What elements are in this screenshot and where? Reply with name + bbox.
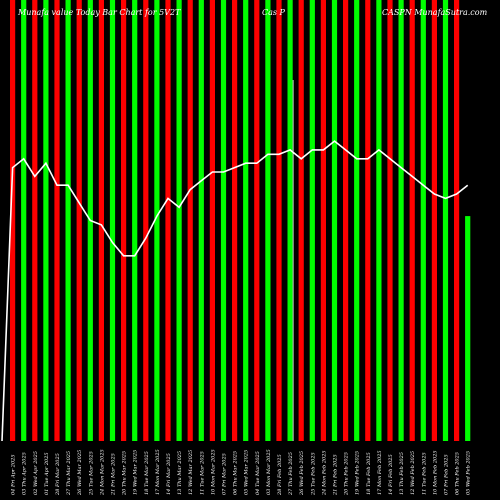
x-tick-label: 06 Thu Mar 2025 [233, 451, 239, 495]
x-tick-label: 10 Mon Feb 2025 [432, 450, 438, 495]
bar-up [220, 0, 227, 441]
bar-up [309, 0, 315, 441]
bar-up [398, 0, 404, 441]
x-tick-label: 03 Thu Apr 2025 [22, 452, 28, 495]
bar-down [209, 0, 215, 441]
x-tick-label: 12 Wed Feb 2025 [410, 451, 416, 495]
x-tick-label: 06 Thu Feb 2025 [455, 452, 461, 495]
bar-up [109, 0, 116, 441]
x-tick-label: 02 Wed Apr 2025 [33, 451, 39, 495]
bar-down [387, 0, 393, 441]
x-tick-label: 05 Wed Mar 2025 [244, 450, 250, 495]
bar-down [54, 0, 60, 441]
value-line [1, 140, 469, 442]
bar-up [198, 0, 204, 441]
bar-up [243, 0, 249, 441]
bar-down [365, 0, 371, 441]
x-tick-label: 13 Thu Mar 2025 [177, 451, 183, 495]
x-tick-label: 14 Fri Mar 2025 [166, 453, 172, 495]
x-tick-label: 27 Thu Mar 2025 [66, 451, 72, 496]
bar-down [343, 0, 349, 441]
bar-down [454, 0, 460, 441]
x-tick-label: 20 Thu Mar 2025 [122, 451, 128, 496]
x-tick-label: 21 Fri Mar 2025 [111, 453, 117, 496]
bar-down [98, 0, 104, 441]
x-tick-label: 11 Tue Mar 2025 [199, 451, 205, 495]
x-tick-label: 26 Wed Mar 2025 [77, 450, 83, 496]
x-tick-label: 20 Thu Feb 2025 [344, 452, 350, 496]
bar-up [465, 216, 471, 441]
x-tick-label: 07 Fri Mar 2025 [222, 453, 228, 495]
bar-up [376, 0, 382, 441]
bar-down [32, 0, 38, 441]
x-tick-label: 17 Mon Mar 2025 [155, 449, 161, 495]
bar-down [165, 0, 171, 441]
bar-down [320, 0, 326, 441]
bar-down [276, 0, 282, 441]
x-tick-label: 19 Wed Mar 2025 [133, 450, 139, 495]
x-tick-label: 03 Mon Mar 2025 [266, 449, 272, 495]
bar-up [265, 0, 271, 441]
bar-down [409, 0, 415, 441]
x-tick-label: 10 Mon Mar 2025 [210, 449, 216, 495]
x-tick-label: 17 Mon Feb 2025 [377, 450, 383, 495]
header-site: CASPN MunafaSutra.com [382, 8, 488, 17]
bar-down [121, 0, 127, 441]
bar-up [43, 0, 49, 441]
bar-up [354, 0, 360, 441]
bar-up [442, 0, 449, 441]
header-symbol: Cas P [262, 8, 285, 17]
chart-title: Munafa value Today Bar Chart for 5V2T [18, 8, 181, 17]
x-tick-label: 01 Tue Apr 2025 [44, 452, 50, 495]
x-tick-label: 25 Tue Mar 2025 [88, 451, 94, 496]
x-tick-label: 18 Tue Feb 2025 [366, 452, 372, 495]
x-tick-label: 25 Tue Feb 2025 [310, 452, 316, 496]
bar-down [10, 0, 16, 441]
bar-up [287, 0, 293, 441]
bar-up [154, 0, 160, 441]
bar-down [143, 0, 149, 441]
bar-down [76, 0, 82, 441]
bar-up [21, 0, 27, 441]
x-tick-label: 28 Fri Mar 2025 [55, 453, 61, 496]
x-tick-label: 12 Wed Mar 2025 [188, 450, 194, 495]
x-tick-label: 04 Fri Apr 2025 [11, 454, 17, 495]
bar-down [187, 0, 193, 441]
x-tick-label: 24 Mon Feb 2025 [321, 450, 327, 496]
bar-up [132, 0, 138, 441]
x-tick-label: 26 Wed Feb 2025 [299, 451, 305, 496]
bar-up [420, 0, 426, 441]
x-tick-label: 21 Fri Feb 2025 [333, 454, 339, 496]
bar-up [331, 0, 338, 441]
x-tick-label: 18 Tue Mar 2025 [144, 451, 150, 495]
bar-down [431, 0, 437, 441]
x-tick-label: 11 Tue Feb 2025 [421, 452, 427, 495]
bar-up [176, 0, 182, 441]
bar-up [65, 0, 71, 441]
bar-down [232, 0, 238, 441]
bar-down [298, 0, 304, 441]
x-tick-label: 13 Thu Feb 2025 [399, 452, 405, 495]
x-tick-label: 24 Mon Mar 2025 [99, 449, 105, 496]
x-tick-label: 04 Tue Mar 2025 [255, 451, 261, 495]
x-tick-label: 27 Thu Feb 2025 [288, 452, 294, 496]
bar-down [254, 0, 260, 441]
x-tick-label: 19 Wed Feb 2025 [355, 451, 361, 495]
x-tick-label: 07 Fri Feb 2025 [444, 454, 450, 495]
x-tick-label: 14 Fri Feb 2025 [388, 454, 394, 495]
x-tick-label: 28 Fri Feb 2025 [277, 454, 283, 496]
x-tick-label: 05 Wed Feb 2025 [466, 451, 472, 495]
